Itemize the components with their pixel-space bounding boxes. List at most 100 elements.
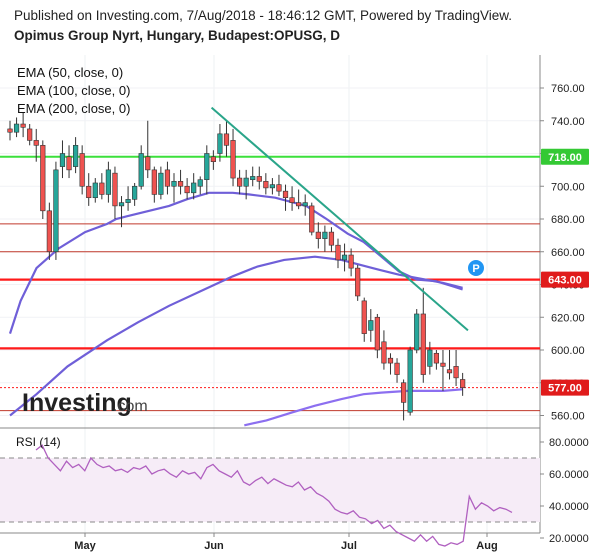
candle-body-57 bbox=[381, 341, 387, 364]
price-tick-label-10: 560.00 bbox=[551, 411, 585, 423]
candle-51 bbox=[341, 243, 348, 272]
candle-24 bbox=[164, 161, 171, 195]
chart-header: Published on Investing.com, 7/Aug/2018 -… bbox=[14, 6, 512, 46]
candle-4 bbox=[33, 128, 39, 162]
ema-line-1 bbox=[9, 255, 463, 417]
candle-body-49 bbox=[328, 231, 335, 246]
candle-66 bbox=[440, 350, 446, 391]
legend-ema-200: EMA (200, close, 0) bbox=[17, 101, 130, 116]
candle-65 bbox=[433, 350, 440, 370]
candle-49 bbox=[328, 227, 335, 252]
candle-29 bbox=[197, 176, 203, 195]
candle-1 bbox=[13, 117, 20, 138]
price-tick-label-0: 760.00 bbox=[551, 83, 585, 95]
pivot-circle bbox=[468, 260, 484, 276]
candle-67 bbox=[446, 350, 453, 380]
candle-62 bbox=[414, 309, 420, 354]
candle-40 bbox=[269, 178, 276, 195]
candle-body-25 bbox=[171, 181, 177, 187]
rsi-panel bbox=[0, 444, 540, 547]
candle-2 bbox=[20, 112, 26, 138]
badge-last-price-text: 577.00 bbox=[548, 383, 582, 395]
candle-body-69 bbox=[460, 379, 466, 388]
candle-body-68 bbox=[453, 366, 459, 379]
candle-body-6 bbox=[46, 210, 52, 253]
candle-55 bbox=[368, 309, 374, 342]
candles[interactable] bbox=[7, 112, 466, 421]
candle-48 bbox=[322, 225, 328, 252]
badge-718: 718.00 bbox=[541, 148, 589, 165]
candle-body-43 bbox=[289, 197, 295, 203]
candle-body-46 bbox=[309, 205, 315, 233]
legend: EMA (50, close, 0) EMA (100, close, 0) E… bbox=[17, 65, 130, 116]
candle-32 bbox=[217, 124, 223, 162]
candle-19 bbox=[132, 182, 138, 206]
candle-42 bbox=[282, 184, 289, 211]
candle-body-28 bbox=[191, 182, 197, 194]
ema-line-2 bbox=[244, 388, 463, 427]
candle-body-41 bbox=[276, 184, 282, 192]
candle-body-40 bbox=[269, 184, 276, 189]
plot-background bbox=[0, 53, 540, 533]
candle-body-50 bbox=[335, 244, 341, 261]
badge-last-price-bg bbox=[541, 379, 589, 396]
rsi-label: RSI (14) bbox=[16, 435, 61, 449]
candle-23 bbox=[158, 166, 164, 200]
candle-body-30 bbox=[204, 153, 210, 181]
candle-46 bbox=[309, 202, 315, 236]
candle-body-17 bbox=[118, 202, 125, 207]
candle-body-10 bbox=[73, 145, 79, 167]
candle-body-4 bbox=[33, 140, 39, 146]
candle-47 bbox=[315, 222, 321, 249]
candle-body-20 bbox=[138, 153, 144, 187]
pivot-label: P bbox=[472, 263, 479, 275]
candle-body-0 bbox=[7, 128, 13, 133]
trendline bbox=[210, 106, 469, 332]
candle-61 bbox=[407, 346, 413, 416]
candle-6 bbox=[46, 202, 52, 260]
candle-12 bbox=[86, 173, 92, 206]
candle-22 bbox=[151, 166, 157, 203]
candle-27 bbox=[184, 178, 190, 200]
candle-64 bbox=[427, 341, 433, 375]
candle-33 bbox=[223, 120, 230, 157]
candle-body-12 bbox=[86, 185, 92, 199]
candle-body-67 bbox=[446, 369, 453, 374]
logo-brand: Investing bbox=[22, 389, 132, 417]
badge-643-text: 643.00 bbox=[548, 275, 582, 287]
candle-body-22 bbox=[151, 169, 157, 195]
candle-30 bbox=[204, 145, 210, 195]
candle-body-2 bbox=[20, 123, 26, 128]
candle-68 bbox=[453, 350, 459, 387]
candle-0 bbox=[7, 120, 13, 141]
pivot-marker: P bbox=[468, 260, 484, 276]
candle-body-26 bbox=[177, 181, 184, 187]
candle-15 bbox=[105, 161, 111, 203]
legend-ema-50: EMA (50, close, 0) bbox=[17, 65, 123, 80]
candle-59 bbox=[394, 358, 400, 383]
candle-54 bbox=[361, 297, 367, 342]
candle-body-55 bbox=[368, 320, 374, 331]
candle-31 bbox=[210, 150, 216, 170]
candle-5 bbox=[40, 140, 46, 219]
time-tick-label-0: May bbox=[74, 540, 96, 552]
candle-body-61 bbox=[407, 349, 413, 413]
rsi-band-fill bbox=[0, 458, 540, 522]
candle-body-14 bbox=[99, 182, 105, 195]
candle-body-15 bbox=[105, 169, 111, 195]
candle-body-19 bbox=[132, 185, 138, 200]
badge-643-bg bbox=[541, 271, 589, 288]
logo-suffix: .com bbox=[113, 398, 148, 415]
candle-body-16 bbox=[112, 172, 118, 207]
candle-17 bbox=[118, 196, 125, 228]
candle-body-1 bbox=[13, 123, 20, 133]
candle-body-32 bbox=[217, 133, 223, 154]
candle-3 bbox=[27, 124, 33, 146]
candle-52 bbox=[348, 248, 354, 277]
candle-body-36 bbox=[243, 177, 249, 187]
time-tick-label-1: Jun bbox=[204, 540, 224, 552]
candle-13 bbox=[92, 178, 98, 203]
candle-body-35 bbox=[237, 177, 243, 187]
candle-26 bbox=[177, 169, 184, 195]
